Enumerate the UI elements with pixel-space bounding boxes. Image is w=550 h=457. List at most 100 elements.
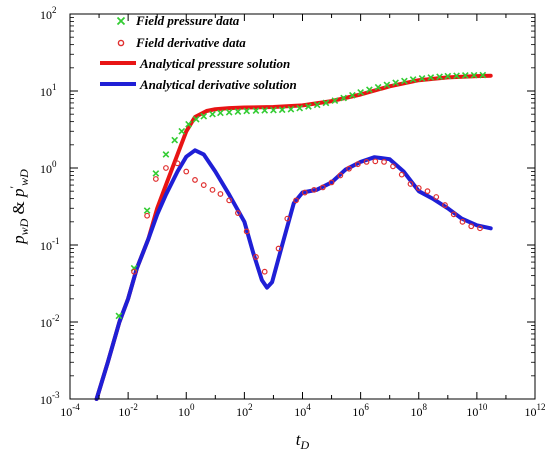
data-point-field-derivative-data — [243, 228, 250, 235]
y-axis-title-s1: wD — [17, 218, 31, 235]
data-point-field-derivative-data — [261, 268, 268, 275]
data-point-field-derivative-data — [477, 225, 483, 232]
x-tick-label-exp: 4 — [306, 402, 311, 412]
x-tick-label: 102 — [236, 402, 253, 419]
data-point-field-pressure-data — [209, 110, 216, 118]
data-point-field-pressure-data — [234, 108, 242, 115]
data-point-field-pressure-data — [418, 74, 426, 82]
y-tick-label-exp: -3 — [52, 390, 60, 400]
x-tick-label-exp: 12 — [537, 402, 546, 412]
data-point-field-pressure-data — [178, 127, 186, 135]
data-point-field-pressure-data — [331, 97, 339, 104]
data-point-field-pressure-data — [453, 72, 460, 80]
legend: Field pressure data Field derivative dat… — [100, 13, 297, 92]
data-point-field-derivative-data — [372, 158, 379, 165]
data-point-field-derivative-data — [200, 182, 207, 188]
y-tick-label: 100 — [40, 159, 57, 176]
data-point-field-pressure-data — [313, 101, 321, 109]
y-tick-label-exp: 1 — [52, 82, 57, 92]
data-point-field-derivative-data — [192, 177, 198, 183]
data-point-field-pressure-data — [322, 99, 330, 107]
data-point-field-derivative-data — [319, 184, 326, 191]
data-point-field-derivative-data — [235, 210, 241, 216]
legend-label-analytical-derivative: Analytical derivative solution — [139, 77, 297, 92]
x-tick-label: 10-2 — [118, 402, 138, 419]
data-point-field-derivative-data — [131, 268, 137, 275]
data-point-field-pressure-data — [349, 91, 356, 99]
x-tick-label-base: 10 — [118, 405, 130, 419]
data-point-field-pressure-data — [192, 115, 200, 123]
x-tick-label-exp: 8 — [423, 402, 428, 412]
data-point-field-derivative-data — [311, 186, 317, 193]
y-axis-title-p2: p — [9, 188, 28, 198]
x-axis-title: tD — [296, 430, 310, 452]
x-axis-title-sub: D — [300, 438, 310, 452]
data-point-field-pressure-data — [374, 83, 382, 91]
y-tick-label: 10-1 — [40, 236, 60, 253]
legend-item-analytical-pressure: Analytical pressure solution — [100, 56, 290, 71]
data-point-field-derivative-data — [407, 181, 414, 187]
data-point-field-pressure-data — [278, 106, 286, 114]
data-point-field-derivative-data — [183, 168, 190, 175]
x-tick-label-base: 10 — [466, 405, 478, 419]
data-point-field-pressure-data — [427, 74, 435, 81]
y-tick-label-base: 10 — [40, 316, 52, 330]
data-point-field-derivative-data — [354, 161, 361, 168]
data-point-field-derivative-data — [459, 218, 466, 225]
data-point-field-derivative-data — [152, 176, 159, 182]
data-point-field-pressure-data — [243, 107, 251, 115]
y-tick-label-base: 10 — [40, 85, 52, 99]
x-tick-label-exp: 6 — [364, 402, 369, 412]
data-point-field-pressure-data — [296, 104, 304, 112]
data-point-field-derivative-data — [398, 171, 405, 178]
y-tick-label-exp: -1 — [52, 236, 60, 246]
y-tick-label: 102 — [40, 5, 57, 22]
y-tick-label: 10-2 — [40, 313, 60, 330]
data-point-field-derivative-data — [174, 160, 181, 167]
x-tick-label-base: 10 — [294, 405, 306, 419]
x-tick-label-base: 10 — [525, 405, 537, 419]
x-tick-label-base: 10 — [178, 405, 190, 419]
x-tick-label-exp: 0 — [190, 402, 195, 412]
y-tick-label-exp: 2 — [52, 5, 57, 15]
data-point-field-pressure-data — [185, 120, 192, 128]
y-tick-label-base: 10 — [40, 8, 52, 22]
x-tick-label-exp: 2 — [248, 402, 253, 412]
data-point-field-derivative-data — [363, 159, 370, 165]
data-point-field-derivative-data — [163, 165, 169, 171]
data-point-field-pressure-data — [252, 107, 260, 115]
data-point-field-derivative-data — [424, 188, 431, 195]
data-point-field-pressure-data — [270, 106, 277, 114]
y-axis-title-amp: & — [9, 197, 28, 219]
legend-item-analytical-derivative: Analytical derivative solution — [100, 77, 297, 92]
data-point-field-derivative-data — [209, 186, 216, 193]
data-point-field-derivative-data — [415, 185, 422, 191]
data-point-field-derivative-data — [337, 172, 344, 179]
x-axis-title-main: t — [296, 430, 302, 449]
data-point-field-pressure-data — [479, 71, 487, 79]
data-point-field-derivative-data — [442, 202, 448, 208]
data-point-field-pressure-data — [392, 79, 399, 87]
data-point-field-pressure-data — [366, 86, 373, 94]
y-tick-label: 10-3 — [40, 390, 60, 407]
data-point-field-pressure-data — [162, 151, 170, 158]
y-axis-title-sup: ′ — [7, 185, 21, 188]
x-tick-label: 106 — [352, 402, 369, 419]
y-axis-title: pwD & p′wD — [7, 169, 31, 245]
legend-label-analytical-pressure: Analytical pressure solution — [139, 56, 290, 71]
data-point-field-pressure-data — [287, 105, 295, 113]
y-tick-label: 101 — [40, 82, 57, 99]
data-point-field-pressure-data — [152, 170, 160, 177]
data-point-field-derivative-data — [253, 254, 259, 260]
y-axis-title-s2: wD — [17, 169, 31, 186]
x-tick-label: 1010 — [466, 402, 488, 419]
x-tick-label-base: 10 — [411, 405, 423, 419]
legend-label-field-pressure: Field pressure data — [135, 13, 240, 28]
data-point-field-derivative-data — [217, 191, 224, 197]
y-tick-label-base: 10 — [40, 162, 52, 176]
y-tick-label-exp: -2 — [52, 313, 60, 323]
y-axis-title-p1: p — [9, 235, 28, 245]
x-tick-label: 100 — [178, 402, 195, 419]
x-tick-label-exp: -2 — [130, 402, 138, 412]
